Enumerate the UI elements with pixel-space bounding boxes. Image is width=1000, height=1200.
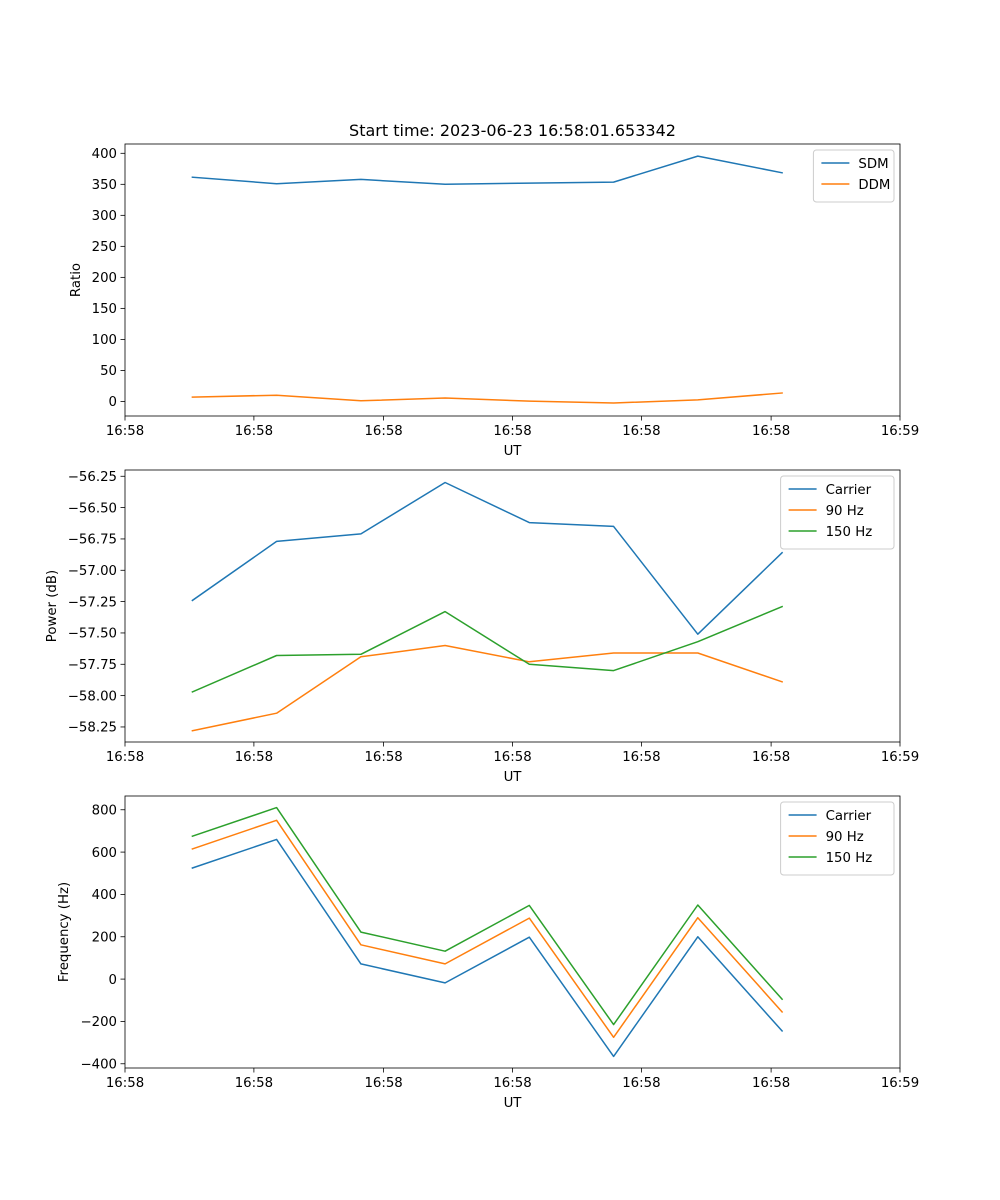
figure-title: Start time: 2023-06-23 16:58:01.653342 [349, 121, 676, 140]
y-tick-label: 200 [92, 271, 117, 286]
y-tick-label: −57.50 [68, 627, 117, 642]
legend-label: 90 Hz [826, 504, 864, 519]
x-tick-label: 16:58 [106, 1076, 144, 1091]
y-axis-label: Ratio [69, 263, 84, 297]
series-line-150-hz [191, 605, 784, 693]
legend: Carrier 90 Hz 150 Hz [780, 475, 895, 550]
x-tick-label: 16:58 [106, 750, 144, 765]
y-tick-label: 150 [92, 302, 117, 317]
y-tick-label: −400 [80, 1057, 117, 1072]
legend-label: 150 Hz [826, 851, 873, 866]
legend-label: Carrier [826, 483, 872, 498]
series-line-carrier [191, 838, 784, 1058]
y-axis-label: Power (dB) [45, 570, 60, 642]
y-tick-label: −56.75 [68, 533, 117, 548]
y-axis-label: Frequency (Hz) [57, 882, 72, 982]
legend-label: 150 Hz [826, 525, 873, 540]
x-tick-label: 16:58 [622, 750, 660, 765]
x-tick-label: 16:58 [493, 750, 531, 765]
y-tick-label: −56.50 [68, 501, 117, 516]
x-tick-label: 16:58 [364, 750, 402, 765]
x-tick-label: 16:59 [881, 750, 919, 765]
x-tick-label: 16:59 [881, 1076, 919, 1091]
y-tick-label: 100 [92, 333, 117, 348]
x-tick-label: 16:58 [235, 750, 273, 765]
y-tick-label: −57.25 [68, 595, 117, 610]
x-axis-label: UT [504, 444, 523, 459]
x-tick-label: 16:59 [881, 424, 919, 439]
legend-label: Carrier [826, 809, 872, 824]
legend: Carrier 90 Hz 150 Hz [780, 801, 895, 876]
x-tick-label: 16:58 [493, 1076, 531, 1091]
chart-panel-3: 16:58 16:58 16:58 16:58 16:58 16:58 16:59 −400 −… [57, 795, 919, 1111]
x-tick-label: 16:58 [106, 424, 144, 439]
y-tick-label: 300 [92, 209, 117, 224]
y-tick-label: −57.00 [68, 564, 117, 579]
y-tick-label: 0 [109, 973, 117, 988]
x-tick-label: 16:58 [752, 1076, 790, 1091]
y-tick-label: −57.75 [68, 658, 117, 673]
series-line-150-hz [191, 806, 784, 1026]
chart-panel-1: 16:58 16:58 16:58 16:58 16:58 16:58 16:59 0 50 10… [69, 143, 919, 459]
y-tick-label: 800 [92, 803, 117, 818]
panels: 16:58 16:58 16:58 16:58 16:58 16:58 16:59 0 50 10… [45, 143, 919, 1111]
x-tick-label: 16:58 [493, 424, 531, 439]
x-tick-label: 16:58 [622, 1076, 660, 1091]
y-tick-label: 200 [92, 930, 117, 945]
series-line-ddm [191, 392, 783, 404]
chart-panel-2: 16:58 16:58 16:58 16:58 16:58 16:58 16:59 −58.2… [45, 469, 919, 785]
y-tick-label: −58.00 [68, 689, 117, 704]
x-tick-label: 16:58 [752, 424, 790, 439]
y-tick-label: 350 [92, 178, 117, 193]
legend-label: SDM [858, 157, 888, 172]
series-line-carrier [191, 481, 784, 635]
x-tick-label: 16:58 [235, 1076, 273, 1091]
x-axis-label: UT [504, 770, 523, 785]
y-tick-label: 50 [100, 364, 117, 379]
y-tick-label: 400 [92, 147, 117, 162]
legend-label: 90 Hz [826, 830, 864, 845]
y-tick-label: 400 [92, 888, 117, 903]
series-line-sdm [191, 155, 783, 186]
x-tick-label: 16:58 [752, 750, 790, 765]
y-tick-label: −58.25 [68, 721, 117, 736]
x-tick-label: 16:58 [235, 424, 273, 439]
y-tick-label: −56.25 [68, 470, 117, 485]
x-tick-label: 16:58 [622, 424, 660, 439]
y-tick-label: 250 [92, 240, 117, 255]
legend-label: DDM [858, 178, 890, 193]
x-tick-label: 16:58 [364, 424, 402, 439]
x-tick-label: 16:58 [364, 1076, 402, 1091]
y-tick-label: 0 [109, 395, 117, 410]
series-line-90-hz [191, 644, 784, 732]
y-tick-label: −200 [80, 1015, 117, 1030]
y-tick-label: 600 [92, 846, 117, 861]
legend: SDM DDM [812, 149, 895, 203]
series-line-90-hz [191, 819, 784, 1039]
x-axis-label: UT [504, 1096, 523, 1111]
